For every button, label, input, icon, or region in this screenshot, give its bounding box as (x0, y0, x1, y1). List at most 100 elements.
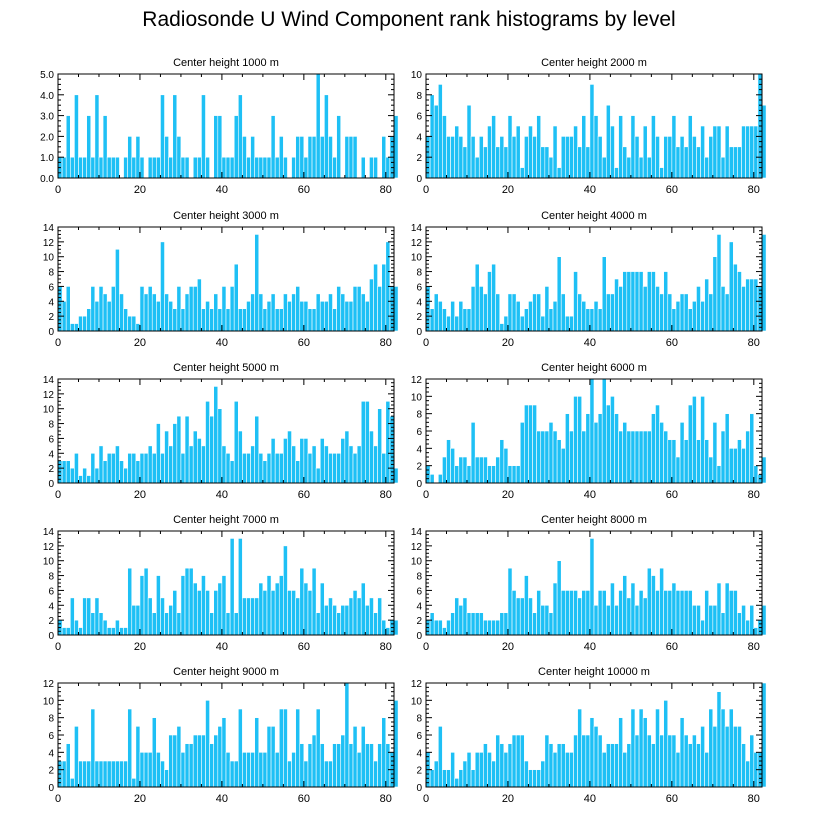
histogram-bar (749, 604, 755, 636)
histogram-bar (127, 136, 133, 179)
histogram-bar (478, 456, 484, 484)
histogram-bar (511, 293, 517, 332)
histogram-bar (131, 156, 137, 179)
y-tick-label: 6 (48, 434, 54, 445)
histogram-bar (381, 452, 387, 484)
histogram-bar (597, 136, 603, 179)
histogram-bar (254, 597, 260, 636)
histogram-bar (115, 156, 120, 179)
y-tick-label: 10 (411, 696, 423, 707)
histogram-bar (315, 73, 321, 179)
histogram-bar (209, 743, 215, 788)
histogram-bar (373, 156, 378, 179)
histogram-bar (605, 743, 611, 788)
histogram-bar (429, 612, 435, 636)
histogram-bar (377, 408, 383, 484)
histogram-bar (610, 582, 615, 636)
histogram-bar (78, 156, 83, 179)
x-tick-label: 40 (584, 641, 596, 653)
histogram-bar (675, 146, 681, 179)
y-tick-label: 8 (48, 268, 54, 279)
histogram-bar (499, 323, 505, 332)
histogram-bar (671, 308, 677, 332)
histogram-bar (560, 590, 566, 636)
histogram-bar (659, 567, 664, 636)
histogram-bar (274, 582, 280, 636)
histogram-bar (692, 396, 697, 484)
histogram-bar (164, 612, 169, 636)
y-tick-label: 0 (416, 631, 422, 642)
histogram-bar (242, 452, 247, 484)
histogram-bar (237, 94, 243, 179)
histogram-bar (201, 734, 206, 788)
histogram-bar (733, 448, 738, 484)
histogram-panel-9: 0 20 40 60 80 0 2 4 6 8 10 12 Center height 9000 m (43, 666, 399, 805)
histogram-bar (716, 691, 722, 788)
histogram-bar (90, 612, 96, 636)
histogram-bar (237, 538, 243, 636)
histogram-bar (115, 445, 120, 484)
histogram-bar (266, 575, 272, 636)
histogram-bar (352, 286, 358, 332)
histogram-bar (270, 590, 276, 636)
histogram-bar (336, 452, 342, 484)
histogram-bar (749, 125, 755, 179)
histogram-bar (524, 404, 529, 484)
histogram-bar (700, 396, 705, 484)
histogram-bar (94, 467, 100, 484)
histogram-bar (188, 743, 194, 788)
histogram-bar (618, 430, 623, 484)
histogram-bar (605, 604, 611, 636)
histogram-bar (728, 241, 734, 332)
histogram-bar (634, 136, 640, 179)
histogram-bar (303, 582, 309, 636)
histogram-bar (385, 400, 391, 484)
histogram-bar (250, 136, 255, 179)
histogram-bar (675, 300, 681, 332)
x-tick-label: 20 (502, 184, 514, 196)
histogram-bar (646, 156, 652, 179)
histogram-bar (205, 590, 210, 636)
y-tick-label: 0 (416, 327, 422, 338)
y-tick-label: 4 (416, 297, 422, 308)
histogram-bar (303, 438, 309, 484)
histogram-bar (671, 582, 677, 636)
histogram-bar (164, 293, 169, 332)
y-tick-label: 8 (48, 714, 54, 725)
histogram-bar (319, 582, 325, 636)
histogram-bar (442, 308, 447, 332)
histogram-bar (373, 612, 378, 636)
x-tick-label: 20 (502, 793, 514, 805)
histogram-bar (704, 590, 710, 636)
histogram-bar (638, 430, 644, 484)
histogram-bar (675, 752, 681, 788)
histogram-bar (86, 308, 92, 332)
histogram-bar (352, 590, 358, 636)
histogram-bar (597, 590, 603, 636)
x-tick-label: 20 (134, 793, 146, 805)
histogram-bar (184, 415, 190, 484)
histogram-bar (332, 452, 337, 484)
histogram-bar (507, 743, 513, 788)
histogram-bar (74, 452, 79, 484)
histogram-bar (69, 156, 75, 179)
histogram-panel-6: 0 20 40 60 80 0 2 4 6 8 10 12 Center height 6000 m (411, 362, 767, 501)
histogram-bar (98, 156, 104, 179)
histogram-bar (229, 156, 235, 179)
histogram-bar (622, 271, 628, 332)
histogram-bar (299, 438, 305, 484)
histogram-bar (287, 760, 292, 788)
histogram-bar (131, 315, 137, 332)
histogram-bar (630, 271, 636, 332)
y-tick-label: 12 (411, 679, 423, 690)
histogram-bar (474, 612, 480, 636)
histogram-bar (733, 263, 738, 332)
histogram-bar (524, 136, 529, 179)
histogram-bar (176, 612, 182, 636)
histogram-bar (585, 734, 591, 788)
histogram-bar (667, 439, 673, 484)
histogram-bar (462, 308, 468, 332)
y-tick-label: 6 (416, 282, 422, 293)
histogram-bar (119, 293, 124, 332)
histogram-bar (605, 104, 611, 179)
